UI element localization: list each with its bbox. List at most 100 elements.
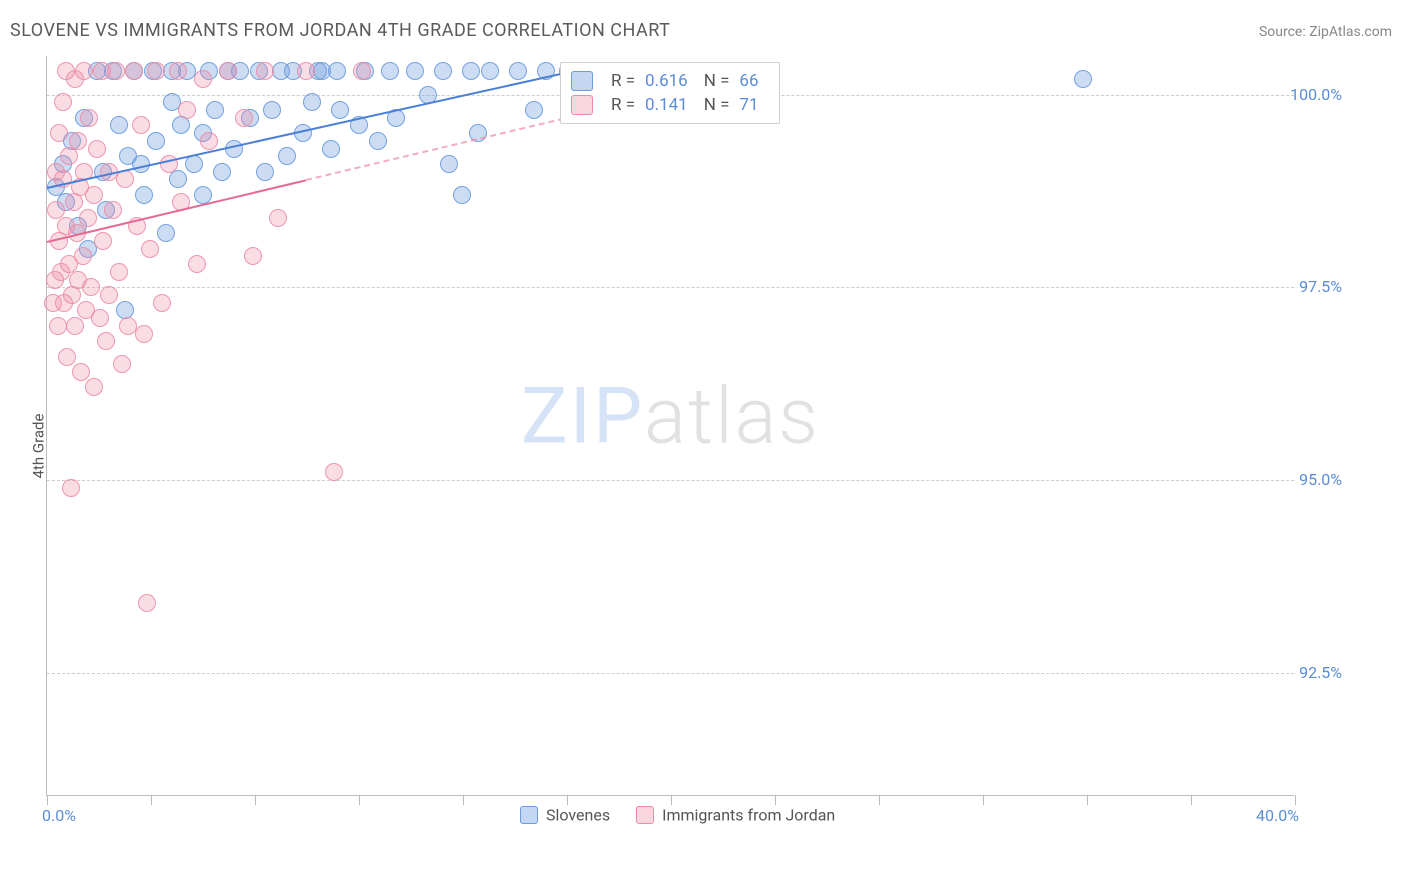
data-point xyxy=(462,62,480,80)
data-point xyxy=(157,224,175,242)
gridline xyxy=(47,480,1294,481)
x-axis-max-label: 40.0% xyxy=(1256,806,1299,825)
data-point xyxy=(169,170,187,188)
data-point xyxy=(322,140,340,158)
legend-swatch-blue xyxy=(520,806,538,824)
data-point xyxy=(153,294,171,312)
data-point xyxy=(80,109,98,127)
data-point xyxy=(213,163,231,181)
y-axis-label: 4th Grade xyxy=(29,414,47,479)
data-point xyxy=(50,124,68,142)
data-point xyxy=(147,132,165,150)
data-point xyxy=(69,132,87,150)
data-point xyxy=(65,193,83,211)
data-point xyxy=(453,186,471,204)
data-point xyxy=(206,101,224,119)
data-point xyxy=(172,116,190,134)
data-point xyxy=(79,209,97,227)
x-tick xyxy=(463,795,464,805)
x-tick xyxy=(255,795,256,805)
stat-n-value: 66 xyxy=(739,69,758,93)
data-point xyxy=(100,286,118,304)
data-point xyxy=(75,62,93,80)
legend-label-slovenes: Slovenes xyxy=(546,805,610,824)
legend-label-jordan: Immigrants from Jordan xyxy=(662,805,835,824)
plot-canvas: ZIPatlas xyxy=(46,56,1294,796)
x-tick xyxy=(983,795,984,805)
stat-r-value: 0.141 xyxy=(645,93,688,117)
correlation-stat-box: R =0.616N =66R =0.141N =71 xyxy=(560,62,780,124)
data-point xyxy=(49,317,67,335)
data-point xyxy=(194,70,212,88)
data-point xyxy=(369,132,387,150)
data-point xyxy=(244,247,262,265)
data-point xyxy=(72,363,90,381)
data-point xyxy=(269,209,287,227)
data-point xyxy=(353,62,371,80)
source-label: Source: ZipAtlas.com xyxy=(1259,24,1392,40)
data-point xyxy=(63,286,81,304)
legend: Slovenes Immigrants from Jordan xyxy=(520,804,835,824)
data-point xyxy=(125,62,143,80)
data-point xyxy=(219,62,237,80)
data-point xyxy=(97,332,115,350)
stat-row: R =0.141N =71 xyxy=(571,93,765,117)
x-axis-min-label: 0.0% xyxy=(42,806,76,825)
data-point xyxy=(188,255,206,273)
data-point xyxy=(194,186,212,204)
legend-item-slovenes: Slovenes xyxy=(520,804,610,824)
data-point xyxy=(1074,70,1092,88)
data-point xyxy=(178,101,196,119)
data-point xyxy=(325,463,343,481)
gridline xyxy=(47,673,1294,674)
watermark-brand-b: atlas xyxy=(644,371,820,462)
data-point xyxy=(107,62,125,80)
data-point xyxy=(82,278,100,296)
data-point xyxy=(138,594,156,612)
gridline xyxy=(47,287,1294,288)
chart-area: ZIPatlas xyxy=(46,56,1294,796)
data-point xyxy=(303,93,321,111)
data-point xyxy=(135,186,153,204)
data-point xyxy=(54,93,72,111)
x-tick xyxy=(1087,795,1088,805)
chart-title: SLOVENE VS IMMIGRANTS FROM JORDAN 4TH GR… xyxy=(10,20,670,41)
data-point xyxy=(381,62,399,80)
data-point xyxy=(58,348,76,366)
data-point xyxy=(62,479,80,497)
y-tick-label: 95.0% xyxy=(1262,470,1342,489)
data-point xyxy=(94,232,112,250)
legend-swatch-pink xyxy=(636,806,654,824)
data-point xyxy=(60,147,78,165)
data-point xyxy=(256,62,274,80)
data-point xyxy=(328,62,346,80)
stat-n-value: 71 xyxy=(739,93,758,117)
data-point xyxy=(509,62,527,80)
data-point xyxy=(85,186,103,204)
legend-item-jordan: Immigrants from Jordan xyxy=(636,804,835,824)
data-point xyxy=(256,163,274,181)
data-point xyxy=(141,240,159,258)
x-tick xyxy=(359,795,360,805)
data-point xyxy=(169,62,187,80)
data-point xyxy=(147,62,165,80)
data-point xyxy=(110,116,128,134)
data-point xyxy=(481,62,499,80)
data-point xyxy=(85,378,103,396)
y-tick-label: 100.0% xyxy=(1262,85,1342,104)
stat-n-label: N = xyxy=(704,93,730,117)
data-point xyxy=(434,62,452,80)
x-tick xyxy=(1191,795,1192,805)
data-point xyxy=(91,309,109,327)
stat-r-label: R = xyxy=(611,69,635,93)
data-point xyxy=(104,201,122,219)
data-point xyxy=(132,116,150,134)
x-tick xyxy=(879,795,880,805)
data-point xyxy=(135,325,153,343)
data-point xyxy=(278,147,296,165)
x-tick xyxy=(151,795,152,805)
data-point xyxy=(331,101,349,119)
data-point xyxy=(74,247,92,265)
data-point xyxy=(406,62,424,80)
data-point xyxy=(88,140,106,158)
